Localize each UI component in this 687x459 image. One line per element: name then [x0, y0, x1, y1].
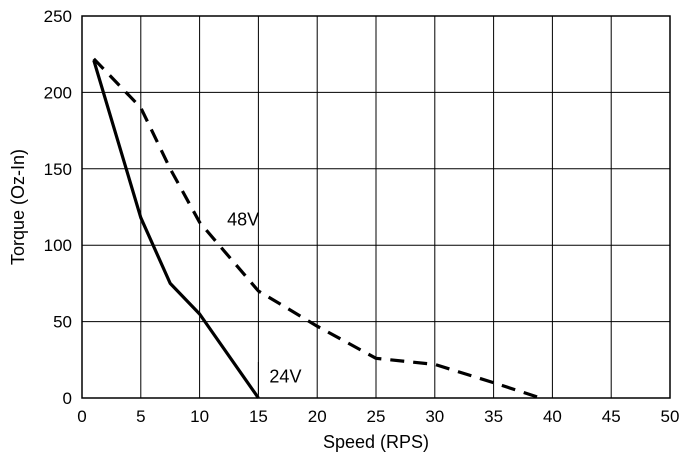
y-tick-label-2: 100	[44, 236, 72, 255]
x-tick-label-10: 50	[661, 407, 680, 426]
annotations: 48V 24V	[227, 209, 301, 394]
x-tick-label-2: 10	[190, 407, 209, 426]
series-label-24v: 24V	[269, 367, 301, 387]
series-line-48v	[92, 57, 542, 400]
x-tick-label-9: 45	[602, 407, 621, 426]
series-line-24v	[92, 59, 260, 399]
x-axis-title: Speed (RPS)	[323, 432, 429, 452]
x-tick-label-5: 25	[367, 407, 386, 426]
x-tick-label-4: 20	[308, 407, 327, 426]
y-tick-label-4: 200	[44, 83, 72, 102]
y-tick-label-3: 150	[44, 160, 72, 179]
grid	[81, 15, 671, 399]
axes: 0 5 10 15 20 25 30 35 40 45 50 0 50 100 150 200 250	[44, 7, 680, 426]
y-tick-label-0: 0	[63, 389, 72, 408]
x-tick-label-0: 0	[77, 407, 86, 426]
y-tick-label-1: 50	[53, 313, 72, 332]
series-label-48v: 48V	[227, 209, 259, 229]
plot-frame	[81, 15, 671, 399]
x-tick-label-1: 5	[136, 407, 145, 426]
x-tick-label-6: 30	[425, 407, 444, 426]
y-axis-title: Torque (Oz-In)	[8, 149, 28, 265]
y-tick-label-5: 250	[44, 7, 72, 26]
series-layer	[92, 57, 542, 400]
x-tick-label-3: 15	[249, 407, 268, 426]
x-tick-label-7: 35	[484, 407, 503, 426]
x-tick-label-8: 40	[543, 407, 562, 426]
